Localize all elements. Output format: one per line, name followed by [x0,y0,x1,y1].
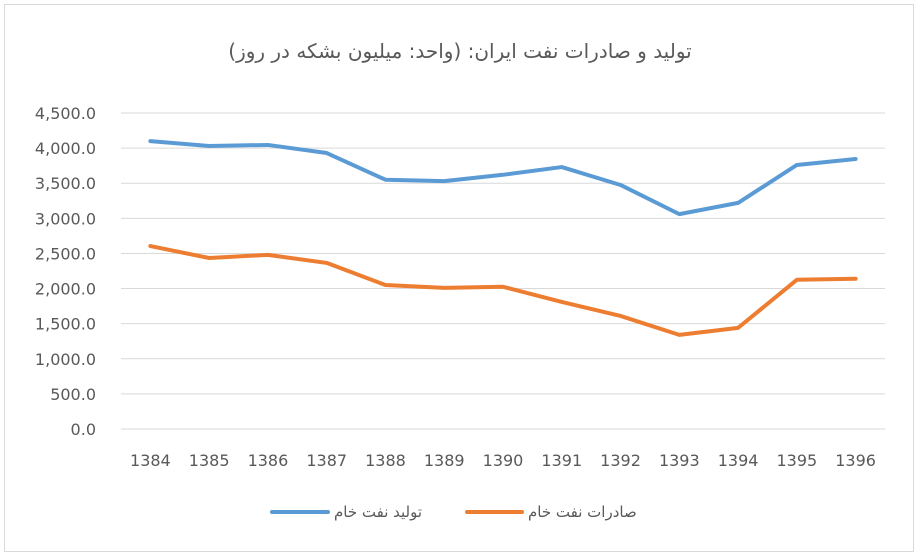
y-tick-label: 500.0 [50,385,96,404]
x-tick-label: 1387 [306,451,347,470]
y-tick-label: 4,000.0 [35,139,96,158]
x-tick-label: 1385 [189,451,230,470]
x-tick-label: 1392 [600,451,641,470]
y-tick-label: 2,500.0 [35,244,96,263]
y-tick-label: 4,500.0 [35,104,96,123]
series-line-0 [148,139,858,217]
x-tick-label: 1389 [424,451,465,470]
x-tick-label: 1396 [835,451,876,470]
y-tick-label: 1,500.0 [35,315,96,334]
legend-label: تولید نفت خام [334,503,422,521]
y-tick-label: 3,500.0 [35,174,96,193]
chart-title: تولید و صادرات نفت ایران: (واحد: میلیون … [228,39,691,63]
y-tick-label: 1,000.0 [35,350,96,369]
y-tick-label: 0.0 [71,420,96,439]
x-tick-label: 1386 [248,451,289,470]
x-tick-label: 1388 [365,451,406,470]
series-line-1 [148,244,858,337]
x-tick-label: 1394 [718,451,759,470]
chart-frame [4,4,914,552]
y-tick-label: 2,000.0 [35,280,96,299]
x-tick-label: 1384 [130,451,171,470]
x-tick-label: 1393 [659,451,700,470]
x-tick-label: 1391 [541,451,582,470]
legend-label: صادرات نفت خام [528,503,637,521]
y-tick-label: 3,000.0 [35,209,96,228]
x-tick-label: 1390 [483,451,524,470]
x-tick-label: 1395 [776,451,817,470]
